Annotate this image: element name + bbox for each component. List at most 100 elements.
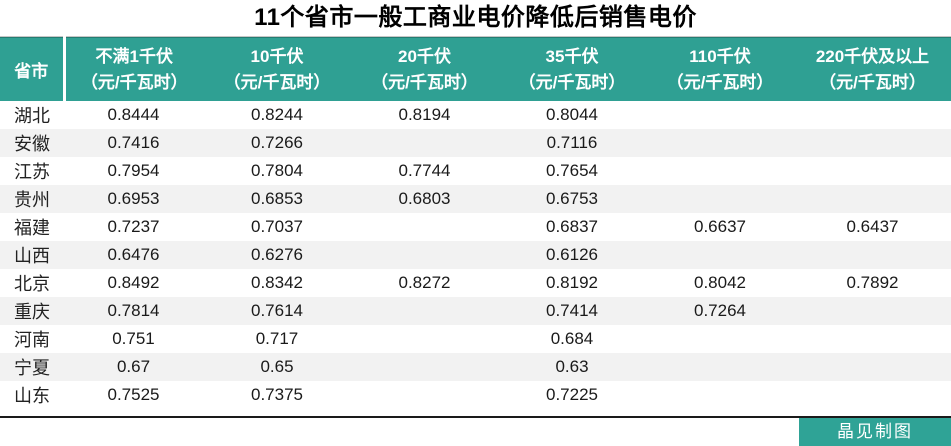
price-cell: 0.6853 [251, 189, 303, 208]
credit-badge: 晶见制图 [799, 418, 951, 446]
price-cell [646, 185, 794, 213]
price-cell: 0.717 [255, 329, 299, 348]
price-cell: 0.8042 [694, 273, 746, 292]
price-table: 省市 不满1千伏 （元/千瓦时） 10千伏 （元/千瓦时） 20千伏 （元/千瓦时） 35千… [0, 36, 951, 409]
province-cell: 江苏 [14, 162, 50, 182]
province-cell: 福建 [14, 218, 50, 238]
price-cell: 0.7954 [107, 161, 160, 180]
header-unit-label: （元/千瓦时） [371, 72, 478, 92]
province-cell: 贵州 [14, 190, 50, 210]
header-cell: 不满1千伏 （元/千瓦时） [64, 36, 203, 101]
header-cell: 20千伏 （元/千瓦时） [351, 36, 498, 101]
price-cell: 0.8492 [107, 273, 160, 292]
price-cell [794, 381, 951, 409]
province-cell: 山西 [14, 246, 50, 266]
price-cell [351, 381, 498, 409]
price-cell: 0.8272 [398, 273, 451, 292]
price-cell: 0.67 [116, 357, 151, 376]
price-cell: 0.7525 [107, 385, 160, 404]
price-cell: 0.8044 [546, 105, 598, 124]
header-unit-label: （元/千瓦时） [223, 72, 331, 92]
province-cell: 宁夏 [14, 358, 50, 378]
header-unit-label: （元/千瓦时） [819, 72, 926, 92]
header-label: 不满1千伏 [95, 46, 173, 66]
header-unit-label: （元/千瓦时） [518, 72, 626, 92]
price-cell [646, 157, 794, 185]
table-row: 山西 0.6476 0.6276 0.6126 [0, 241, 951, 269]
header-label: 35千伏 [545, 46, 599, 66]
header-cell: 35千伏 （元/千瓦时） [498, 36, 646, 101]
table-row: 安徽 0.7416 0.7266 0.7116 [0, 129, 951, 157]
price-cell: 0.751 [112, 329, 155, 348]
header-label: 10千伏 [250, 46, 304, 66]
province-cell: 湖北 [14, 106, 50, 126]
price-cell: 0.8192 [546, 273, 598, 292]
price-cell: 0.7037 [251, 217, 303, 236]
price-cell [351, 241, 498, 269]
header-label: 20千伏 [398, 46, 451, 66]
price-cell: 0.7804 [251, 161, 303, 180]
price-cell [794, 129, 951, 157]
province-cell: 安徽 [14, 134, 50, 154]
price-cell: 0.7225 [546, 385, 598, 404]
header-cell: 110千伏 （元/千瓦时） [646, 36, 794, 101]
table-row: 重庆 0.7814 0.7614 0.7414 0.7264 [0, 297, 951, 325]
price-cell: 0.7744 [398, 161, 451, 180]
price-cell [794, 241, 951, 269]
header-cell: 220千伏及以上 （元/千瓦时） [794, 36, 951, 101]
price-cell [646, 241, 794, 269]
table-row: 山东 0.7525 0.7375 0.7225 [0, 381, 951, 409]
price-cell [794, 101, 951, 129]
header-label: 220千伏及以上 [815, 46, 930, 66]
price-cell: 0.8444 [107, 105, 160, 124]
province-cell: 河南 [14, 330, 50, 350]
price-cell [646, 101, 794, 129]
page-title: 11个省市一般工商业电价降低后销售电价 [254, 4, 697, 31]
price-cell [646, 325, 794, 353]
price-cell: 0.8194 [398, 105, 451, 124]
price-cell: 0.7264 [694, 301, 746, 320]
price-cell: 0.6803 [398, 189, 451, 208]
price-cell [794, 297, 951, 325]
price-cell: 0.65 [260, 357, 294, 376]
price-cell [794, 325, 951, 353]
price-cell: 0.7416 [107, 133, 160, 152]
price-cell: 0.6637 [694, 217, 746, 236]
price-cell [351, 297, 498, 325]
table-header-row: 省市 不满1千伏 （元/千瓦时） 10千伏 （元/千瓦时） 20千伏 （元/千瓦时） 35千… [0, 36, 951, 101]
price-cell [646, 129, 794, 157]
price-cell: 0.7814 [107, 301, 160, 320]
table-body: 湖北 0.8444 0.8244 0.8194 0.8044 安徽 0.7416 0.7266… [0, 101, 951, 409]
table-row: 贵州 0.6953 0.6853 0.6803 0.6753 [0, 185, 951, 213]
price-cell: 0.6953 [107, 189, 160, 208]
province-cell: 重庆 [14, 302, 50, 322]
header-label: 110千伏 [689, 46, 751, 66]
price-cell: 0.6126 [546, 245, 598, 264]
table-row: 江苏 0.7954 0.7804 0.7744 0.7654 [0, 157, 951, 185]
price-cell [351, 129, 498, 157]
province-cell: 北京 [14, 274, 50, 294]
table-bottom-border [0, 416, 951, 418]
price-cell: 0.7614 [251, 301, 303, 320]
header-unit-label: （元/千瓦时） [666, 72, 774, 92]
header-cell: 10千伏 （元/千瓦时） [203, 36, 351, 101]
price-cell: 0.8244 [251, 105, 303, 124]
price-cell [646, 353, 794, 381]
price-cell: 0.8342 [251, 273, 303, 292]
price-cell: 0.63 [555, 357, 589, 376]
price-cell: 0.6437 [846, 217, 899, 236]
price-cell: 0.6276 [251, 245, 303, 264]
header-cell-province: 省市 [0, 36, 66, 101]
price-cell: 0.7116 [546, 133, 598, 152]
price-cell: 0.6837 [546, 217, 598, 236]
price-cell [646, 381, 794, 409]
price-cell [351, 325, 498, 353]
table-row: 河南 0.751 0.717 0.684 [0, 325, 951, 353]
province-cell: 山东 [14, 386, 50, 406]
price-cell [351, 213, 498, 241]
price-cell: 0.7237 [107, 217, 160, 236]
header-unit-label: （元/千瓦时） [80, 72, 188, 92]
price-cell: 0.7654 [546, 161, 598, 180]
price-cell: 0.7414 [546, 301, 598, 320]
